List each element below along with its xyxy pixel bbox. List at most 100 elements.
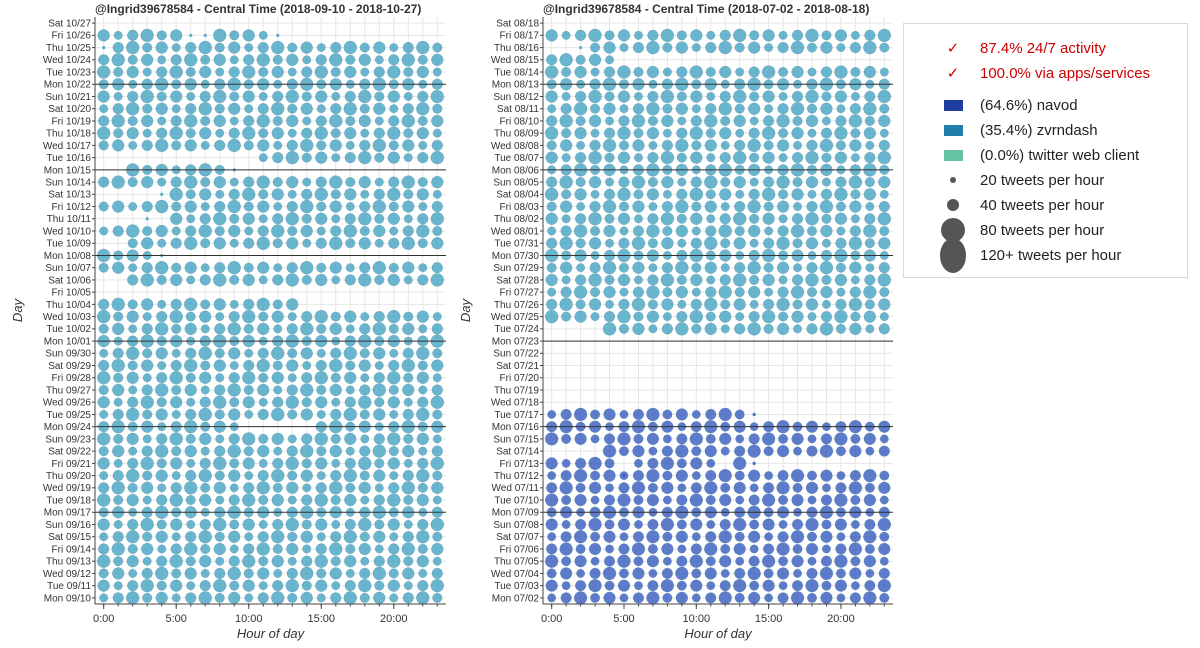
activity-dot [864, 152, 876, 164]
activity-dot [662, 103, 673, 114]
activity-dot [432, 470, 443, 481]
activity-dot [170, 54, 182, 66]
activity-dot [331, 91, 341, 101]
activity-dot [575, 482, 586, 493]
activity-dot [619, 43, 629, 53]
activity-dot [849, 261, 862, 274]
activity-dot [171, 262, 182, 273]
activity-dot [244, 532, 254, 542]
activity-dot [157, 299, 167, 309]
activity-dot [345, 324, 355, 334]
activity-dot [256, 236, 270, 250]
activity-dot [171, 140, 182, 151]
activity-dot [431, 237, 444, 250]
activity-dot [776, 481, 790, 495]
activity-dot [618, 446, 630, 457]
activity-dot [778, 556, 789, 567]
activity-dot [416, 65, 429, 79]
activity-dot [359, 592, 370, 603]
y-tick-label: Sun 10/07 [45, 263, 91, 274]
activity-dot [864, 29, 876, 41]
activity-dot [389, 593, 399, 603]
activity-dot [359, 42, 370, 53]
activity-dot [112, 469, 124, 482]
activity-dot [547, 104, 557, 114]
activity-dot [546, 140, 557, 151]
activity-dot [417, 54, 428, 65]
activity-dot [343, 530, 357, 544]
activity-dot [98, 176, 110, 188]
activity-dot [200, 482, 211, 493]
activity-dot [359, 103, 370, 114]
activity-dot [171, 348, 181, 358]
activity-dot [140, 89, 154, 104]
activity-dot [805, 517, 819, 532]
activity-dot [128, 385, 138, 395]
activity-dot [878, 175, 891, 189]
activity-dot [417, 518, 429, 531]
activity-dot [343, 40, 357, 55]
y-tick-label: Fri 10/05 [52, 288, 92, 299]
activity-dot [706, 458, 716, 468]
activity-dot [141, 445, 153, 457]
activity-dot [286, 323, 298, 335]
activity-dot [272, 90, 284, 103]
activity-dot [316, 262, 327, 273]
activity-dot [834, 29, 848, 42]
activity-dot [748, 66, 760, 78]
activity-dot [97, 65, 111, 79]
activity-dot [286, 384, 298, 396]
x-tick-label: 10:00 [683, 613, 711, 625]
activity-dot [358, 212, 372, 226]
activity-dot [242, 579, 255, 592]
activity-dot [374, 519, 385, 530]
activity-dot [850, 153, 860, 163]
activity-dot [547, 532, 557, 542]
activity-dot [660, 212, 675, 226]
activity-dot [864, 177, 875, 188]
activity-dot [806, 200, 818, 213]
activity-dot [126, 65, 139, 79]
activity-dot [878, 542, 891, 556]
activity-dot [113, 581, 123, 591]
activity-dot [186, 91, 196, 101]
activity-dot [359, 323, 371, 335]
activity-dot [215, 312, 225, 322]
activity-dot [112, 408, 124, 421]
activity-dot [561, 128, 572, 139]
size-dot-20 [940, 177, 966, 183]
activity-dot [272, 580, 284, 592]
activity-dot [213, 273, 227, 287]
activity-dot [258, 214, 268, 224]
activity-dot [647, 457, 659, 469]
activity-dot [330, 225, 342, 237]
y-tick-label: Sat 07/21 [496, 361, 539, 372]
activity-dot [849, 567, 862, 580]
activity-dot [791, 493, 804, 507]
activity-dot [430, 150, 444, 165]
activity-dot [834, 187, 848, 202]
activity-dot [718, 224, 732, 238]
activity-dot [287, 103, 298, 114]
activity-dot [374, 177, 384, 187]
activity-dot [849, 200, 862, 213]
activity-dot [589, 262, 601, 274]
activity-dot [646, 591, 660, 605]
activity-dot [605, 177, 615, 187]
activity-dot [646, 40, 660, 55]
activity-dot [242, 396, 255, 409]
y-tick-label: Sat 08/18 [496, 19, 539, 30]
activity-dot [155, 102, 168, 115]
activity-dot [732, 150, 747, 165]
x-tick-label: 20:00 [380, 613, 408, 625]
activity-dot [849, 41, 861, 54]
activity-dot [301, 397, 312, 408]
y-tick-label: Wed 10/10 [43, 226, 92, 237]
activity-dot [791, 188, 804, 201]
activity-dot-small [579, 45, 583, 50]
activity-dot [258, 556, 269, 567]
activity-dot [402, 261, 415, 274]
activity-dot [544, 309, 559, 324]
activity-dot [603, 555, 616, 567]
activity-dot-small [622, 473, 626, 478]
